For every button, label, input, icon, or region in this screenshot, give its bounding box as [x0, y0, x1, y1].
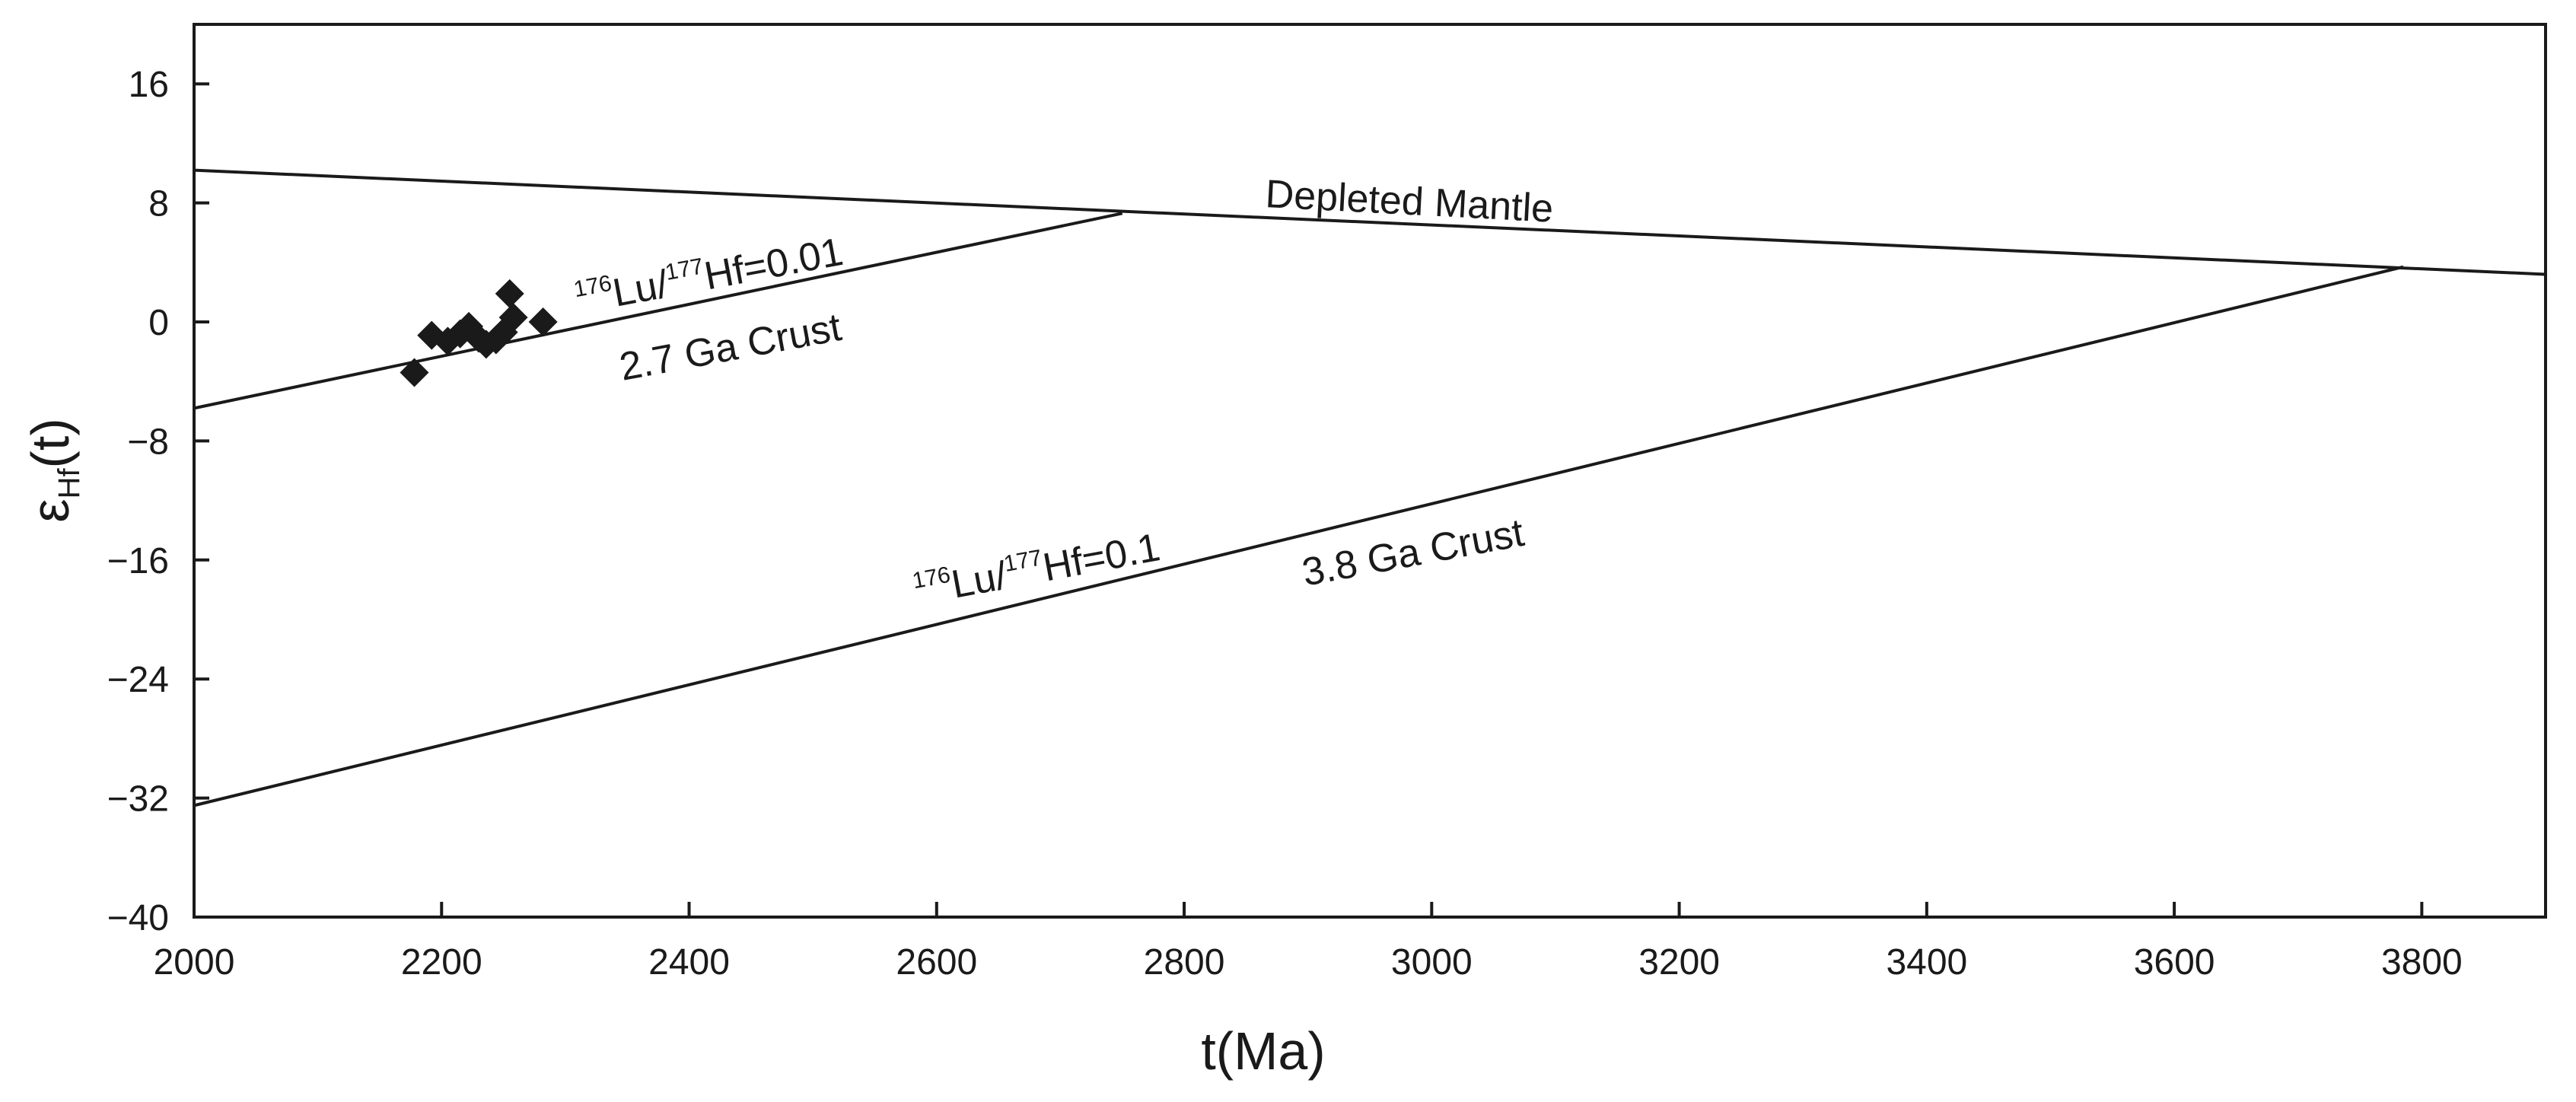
y-tick-label: 0 [148, 303, 169, 343]
x-tick-label: 2600 [896, 942, 977, 983]
data-points [400, 279, 558, 387]
depleted-mantle-label: Depleted Mantle [1264, 172, 1554, 231]
x-tick-label: 2200 [401, 942, 482, 983]
y-tick-label: 8 [148, 184, 169, 225]
2-7-ga-crust-line [193, 212, 1123, 410]
lu-hf-01-lu: Lu/ [948, 553, 1011, 607]
lu-hf-001-sup-177: 177 [664, 253, 705, 285]
y-axis-subscript: Hf [53, 468, 86, 499]
3-8-ga-crust-line [193, 265, 2404, 807]
x-tick-label: 3400 [1886, 942, 1967, 983]
data-point-diamond [400, 358, 429, 387]
y-tick-label: −24 [107, 660, 169, 700]
y-axis-tail: (t) [21, 418, 80, 468]
x-tick-label: 2000 [154, 942, 235, 983]
x-tick-label: 2800 [1144, 942, 1225, 983]
data-point-diamond [528, 307, 558, 336]
x-axis-title: t(Ma) [1201, 1021, 1325, 1081]
plot-frame [193, 23, 2547, 919]
x-tick-label: 3200 [1638, 942, 1720, 983]
lu-hf-001-sup-176: 176 [572, 271, 613, 303]
y-tick-label: −32 [107, 779, 169, 820]
y-tick-label: 16 [129, 65, 169, 105]
y-axis-epsilon: ε [21, 498, 80, 522]
lu-hf-001-label: 176Lu/177Hf=0.01 [572, 228, 846, 323]
x-tick-label: 3000 [1391, 942, 1473, 983]
lu-hf-01-tail: Hf=0.1 [1040, 525, 1164, 590]
y-tick-label: −40 [107, 898, 169, 938]
reference-lines [193, 168, 2546, 807]
lu-hf-001-lu: Lu/ [610, 262, 672, 315]
x-tick-label: 3600 [2134, 942, 2215, 983]
crust-27-label: 2.7 Ga Crust [616, 305, 845, 390]
lu-hf-01-sup-176: 176 [910, 562, 952, 594]
x-tick-label: 3800 [2381, 942, 2463, 983]
data-point-diamond [495, 279, 524, 308]
lu-hf-01-sup-177: 177 [1002, 545, 1044, 577]
x-tick-label: 2400 [648, 942, 730, 983]
y-tick-label: −16 [107, 541, 169, 581]
lu-hf-001-tail: Hf=0.01 [701, 230, 846, 298]
lu-hf-01-label: 176Lu/177Hf=0.1 [910, 524, 1164, 614]
crust-38-label: 3.8 Ga Crust [1299, 511, 1528, 595]
depleted-mantle-line [193, 168, 2546, 276]
y-tick-label: −8 [127, 422, 169, 462]
data-point-diamond [498, 303, 528, 333]
y-axis-title: εHf(t) [21, 418, 86, 522]
axis-ticks: 2000 2200 2400 2600 2800 3000 3200 3400 3600 3800… [107, 65, 2463, 983]
